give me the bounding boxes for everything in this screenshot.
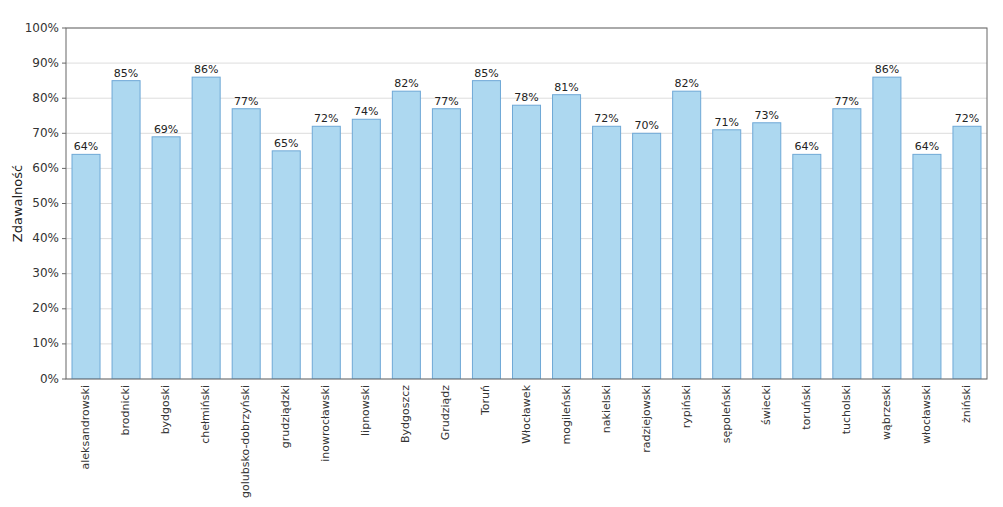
y-tick-label: 100% [25, 21, 59, 35]
y-axis-label: Zdawalność [10, 165, 25, 242]
x-tick-label: inowrocławski [319, 385, 332, 462]
x-tick-label: żniński [960, 385, 973, 423]
data-label: 70% [634, 119, 658, 132]
y-tick [62, 343, 66, 344]
data-label: 73% [755, 109, 779, 122]
y-tick [62, 203, 66, 204]
bars [72, 77, 981, 379]
x-tick-label: grudziądzki [279, 385, 292, 448]
y-tick [62, 133, 66, 134]
data-label: 78% [514, 91, 538, 104]
x-tick-label: bydgoski [159, 385, 172, 434]
x-tick-label: brodnicki [119, 385, 132, 435]
x-tick-label: nakielski [600, 385, 613, 433]
data-label: 72% [314, 112, 338, 125]
x-tick-label: Toruń [479, 385, 492, 416]
bar [192, 77, 220, 379]
bar [352, 119, 380, 379]
bar [593, 126, 621, 379]
bar [553, 95, 581, 379]
bar [753, 123, 781, 379]
bar [312, 126, 340, 379]
x-tick-label: wąbrzeski [880, 385, 893, 440]
data-label: 64% [795, 140, 819, 153]
y-tick [62, 273, 66, 274]
data-label: 72% [955, 112, 979, 125]
x-tick-label: radziejowski [640, 385, 653, 453]
data-labels: 64% 85% 69% 86% 77% 65% 72% 74% 82% 77% 85% 78% 81% 7… [74, 63, 979, 153]
y-tick-label: 10% [32, 336, 59, 350]
data-label: 86% [194, 63, 218, 76]
y-tick-label: 50% [32, 196, 59, 210]
x-tick-label: golubsko-dobrzyński [239, 385, 252, 498]
data-label: 64% [74, 140, 98, 153]
bar [392, 91, 420, 379]
x-tick-label: Grudziądz [439, 385, 452, 441]
y-tick-label: 20% [32, 301, 59, 315]
bar [72, 154, 100, 379]
data-label: 81% [554, 81, 578, 94]
x-tick-label: Bydgoszcz [399, 385, 412, 443]
data-label: 69% [154, 123, 178, 136]
bar [272, 151, 300, 379]
x-tick-label: świecki [760, 385, 773, 425]
data-label: 86% [875, 63, 899, 76]
bar [673, 91, 701, 379]
bar [512, 105, 540, 379]
bar [833, 109, 861, 379]
chart: 0%10%20%30%40%50%60%70%80%90%100%64%85%6… [0, 0, 1003, 507]
bar [112, 81, 140, 379]
y-tick-label: 0% [40, 372, 59, 386]
y-tick-label: 60% [32, 161, 59, 175]
bar [432, 109, 460, 379]
y-tick [62, 379, 66, 380]
data-label: 82% [674, 77, 698, 90]
y-tick [62, 168, 66, 169]
x-tick-label: aleksandrowski [79, 385, 92, 470]
data-label: 77% [434, 95, 458, 108]
y-tick [62, 308, 66, 309]
x-tick-label: chełmiński [199, 385, 212, 444]
bar [232, 109, 260, 379]
bar [713, 130, 741, 379]
y-tick-label: 80% [32, 91, 59, 105]
x-tick-label: Włocławek [520, 384, 533, 443]
bar [472, 81, 500, 379]
y-axis: 0% 10% 20% 30% 40% 50% 60% 70% 80% 90% 100% [25, 21, 66, 386]
y-tick-label: 30% [32, 266, 59, 280]
x-tick-label: tucholski [840, 385, 853, 434]
y-tick [62, 98, 66, 99]
data-label: 77% [835, 95, 859, 108]
bar [633, 133, 661, 379]
plot-frame [66, 28, 987, 379]
bar [152, 137, 180, 379]
y-tick [62, 28, 66, 29]
data-label: 72% [594, 112, 618, 125]
x-tick-label: rypiński [680, 385, 693, 428]
data-label: 64% [915, 140, 939, 153]
x-axis: aleksandrowski brodnicki bydgoski chełmińsk… [79, 384, 973, 498]
data-label: 65% [274, 137, 298, 150]
y-tick-label: 40% [32, 231, 59, 245]
x-tick-label: mogileński [560, 385, 573, 444]
bar [953, 126, 981, 379]
y-tick [62, 238, 66, 239]
y-tick-label: 90% [32, 56, 59, 70]
y-tick [62, 63, 66, 64]
bar [793, 154, 821, 379]
bar [913, 154, 941, 379]
x-tick-label: sępoleński [720, 385, 733, 443]
x-tick-label: włocławski [920, 385, 933, 444]
data-label: 74% [354, 105, 378, 118]
y-tick-label: 70% [32, 126, 59, 140]
data-label: 85% [114, 67, 138, 80]
bar [873, 77, 901, 379]
data-label: 71% [714, 116, 738, 129]
data-label: 77% [234, 95, 258, 108]
x-tick-label: toruński [800, 385, 813, 430]
data-label: 82% [394, 77, 418, 90]
data-label: 85% [474, 67, 498, 80]
x-tick-label: lipnowski [359, 385, 372, 436]
grid [66, 28, 987, 379]
